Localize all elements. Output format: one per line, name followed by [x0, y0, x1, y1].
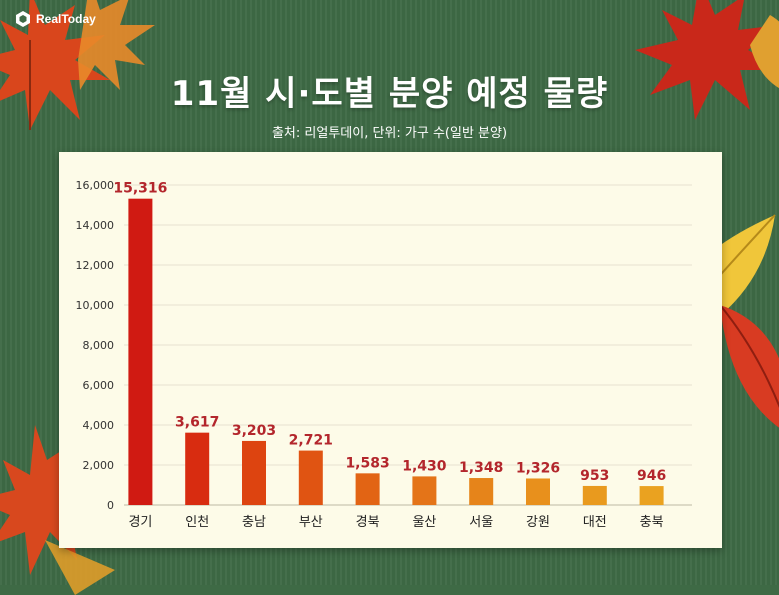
label-layer: 0 2,000 4,000 6,000 8,000 10,000 12,000 14,000 1…	[76, 179, 667, 530]
category-label: 대전	[583, 515, 607, 530]
category-label: 경기	[128, 515, 152, 530]
category-label: 충남	[242, 515, 266, 530]
category-label: 충북	[640, 515, 664, 530]
value-label: 953	[580, 468, 609, 484]
page-title: 11월 시·도별 분양 예정 물량	[170, 74, 609, 114]
y-tick-label: 0	[107, 499, 114, 512]
value-label: 1,348	[459, 460, 503, 476]
value-label: 1,430	[402, 458, 447, 474]
bar	[582, 485, 607, 505]
maple-leaf-top-right-icon	[635, 0, 779, 120]
category-label: 강원	[526, 515, 550, 530]
y-tick-label: 14,000	[76, 219, 115, 232]
bar	[298, 450, 323, 505]
bar-layer	[128, 198, 664, 505]
value-label: 15,316	[113, 181, 167, 197]
y-tick-label: 10,000	[76, 299, 115, 312]
bar	[526, 478, 550, 505]
maple-leaf-bottom-left-icon	[0, 425, 115, 595]
grid-layer	[124, 184, 692, 506]
category-label: 서울	[469, 515, 493, 530]
brand-logo: RealToday	[14, 10, 96, 28]
bar	[355, 473, 380, 505]
bar-chart: 0 2,000 4,000 6,000 8,000 10,000 12,000 14,000 1…	[76, 179, 692, 530]
y-tick-label: 4,000	[83, 419, 115, 432]
brand-cube-icon	[16, 11, 30, 27]
page-subtitle: 출처: 리얼투데이, 단위: 가구 수(일반 분양)	[271, 126, 508, 141]
bar	[242, 440, 266, 505]
brand-name: RealToday	[36, 12, 96, 26]
value-label: 3,617	[175, 415, 219, 431]
maple-leaf-top-left-icon	[0, 0, 155, 130]
category-label: 울산	[412, 515, 436, 530]
y-tick-label: 12,000	[76, 259, 115, 272]
y-tick-label: 6,000	[83, 379, 115, 392]
chart-panel: 0 2,000 4,000 6,000 8,000 10,000 12,000 14,000 1…	[59, 152, 722, 548]
value-label: 3,203	[232, 423, 276, 439]
y-tick-label: 16,000	[76, 179, 115, 192]
value-label: 1,583	[345, 455, 389, 471]
bar	[185, 432, 210, 505]
bar	[469, 478, 494, 505]
y-tick-label: 2,000	[83, 459, 115, 472]
value-label: 1,326	[516, 460, 560, 476]
category-label: 부산	[299, 515, 323, 530]
y-tick-label: 8,000	[83, 339, 115, 352]
category-label: 경북	[356, 515, 380, 530]
value-label: 2,721	[289, 433, 333, 449]
bar	[639, 486, 664, 505]
category-label: 인천	[185, 515, 209, 530]
bar	[412, 476, 437, 505]
value-label: 946	[637, 468, 666, 484]
red-leaf-right-icon	[719, 304, 779, 428]
bar	[128, 198, 153, 505]
